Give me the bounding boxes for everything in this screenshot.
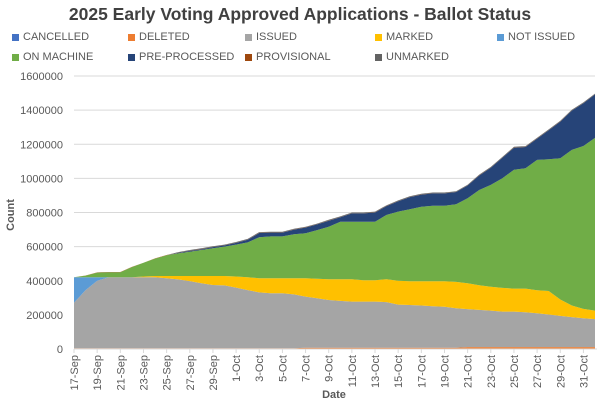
x-tick-label: 25-Sep [162,355,174,390]
legend-swatch [128,53,135,61]
legend-item-on-machine: ON MACHINE [12,51,93,63]
legend-item-marked: MARKED [375,31,433,43]
x-tick-label: 19-Sep [92,355,104,390]
legend-item-cancelled: CANCELLED [12,31,89,43]
y-tick-label: 200000 [26,310,63,322]
legend-swatch [245,53,252,61]
legend-item-pre-processed: PRE-PROCESSED [128,51,234,63]
y-tick-label: 600000 [26,242,63,254]
legend-swatch [497,33,504,41]
legend-item-not-issued: NOT ISSUED [497,31,575,43]
x-tick-label: 31-Oct [578,355,590,388]
x-tick-label: 23-Sep [138,355,150,390]
legend-label: DELETED [139,31,190,43]
x-tick-label: 11-Oct [347,355,359,387]
x-tick-label: 13-Oct [370,355,382,388]
y-tick-label: 400000 [26,276,63,288]
x-tick-label: 15-Oct [393,355,405,388]
y-tick-label: 1400000 [20,105,63,117]
y-axis-ticks: 0 200000 400000 600000 800000 1000000 1200000 1… [20,71,63,356]
area-on-machine [74,137,595,311]
y-tick-label: 1600000 [20,71,63,83]
stacked-areas [74,93,595,349]
area-deleted [74,347,595,349]
legend-swatch [12,53,19,61]
x-tick-label: 27-Oct [532,355,544,388]
x-tick-label: 23-Oct [486,355,498,388]
x-tick-label: 17-Sep [69,355,81,390]
x-tick-label: 1-Oct [231,355,243,382]
x-tick-label: 21-Oct [463,355,475,388]
x-axis-ticks: 17-Sep 19-Sep 21-Sep 23-Sep 25-Sep 27-Sep 29-S… [69,349,590,390]
x-tick-label: 27-Sep [185,355,197,390]
legend-swatch [245,33,252,41]
x-tick-label: 5-Oct [277,355,289,382]
x-tick-label: 7-Oct [301,355,313,382]
x-tick-label: 17-Oct [416,355,428,388]
x-tick-label: 21-Sep [115,355,127,390]
x-tick-label: 9-Oct [324,355,336,382]
y-tick-label: 1000000 [20,173,63,185]
y-tick-label: 1200000 [20,139,63,151]
x-tick-label: 29-Oct [555,355,567,388]
legend-swatch [128,33,135,41]
x-tick-label: 25-Oct [509,355,521,388]
legend-item-provisional: PROVISIONAL [245,51,331,63]
legend-swatch [375,53,382,61]
y-tick-label: 0 [57,344,63,356]
x-tick-label: 3-Oct [254,355,266,382]
x-tick-label: 29-Sep [208,355,220,390]
legend-label: PROVISIONAL [256,51,331,63]
legend-label: NOT ISSUED [508,31,576,43]
chart-title: 2025 Early Voting Approved Applications … [68,4,532,24]
area-marked [74,276,595,320]
x-tick-label: 19-Oct [439,355,451,388]
legend-item-deleted: DELETED [128,31,190,43]
legend-item-issued: ISSUED [245,31,297,43]
legend-label: ISSUED [256,31,297,43]
legend-label: CANCELLED [23,31,90,43]
legend-item-unmarked: UNMARKED [375,51,449,63]
legend-swatch [12,33,19,41]
y-axis-title: Count [5,199,17,231]
legend-label: PRE-PROCESSED [139,51,235,63]
legend-label: UNMARKED [386,51,449,63]
legend-label: ON MACHINE [23,51,94,63]
legend-label: MARKED [386,31,434,43]
y-tick-label: 800000 [26,208,63,220]
area-issued [74,277,595,349]
legend-swatch [375,33,382,41]
x-axis-title: Date [322,389,346,400]
